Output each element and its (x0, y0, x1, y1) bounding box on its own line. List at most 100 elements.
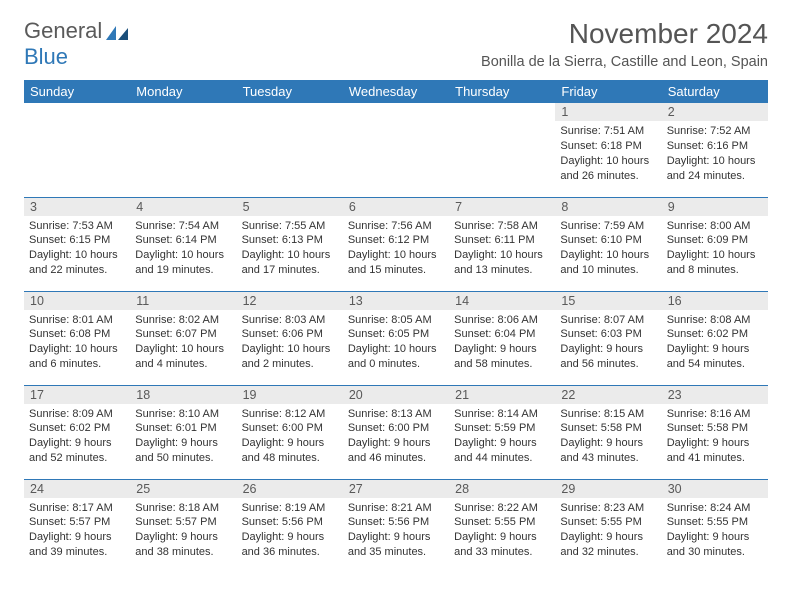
day-number: 19 (237, 386, 343, 404)
daylight-line-2: and 38 minutes. (135, 545, 231, 560)
sunset-line: Sunset: 6:08 PM (29, 327, 125, 342)
calendar-day-cell: 29Sunrise: 8:23 AMSunset: 5:55 PMDayligh… (555, 479, 661, 573)
daylight-line-2: and 22 minutes. (29, 263, 125, 278)
daylight-line-2: and 41 minutes. (667, 451, 763, 466)
sunrise-line: Sunrise: 8:12 AM (242, 407, 338, 422)
calendar-day-cell: 17Sunrise: 8:09 AMSunset: 6:02 PMDayligh… (24, 385, 130, 479)
sunset-line: Sunset: 6:07 PM (135, 327, 231, 342)
day-number: 7 (449, 198, 555, 216)
day-info: Sunrise: 8:05 AMSunset: 6:05 PMDaylight:… (343, 310, 449, 375)
daylight-line-2: and 48 minutes. (242, 451, 338, 466)
day-info: Sunrise: 8:16 AMSunset: 5:58 PMDaylight:… (662, 404, 768, 469)
sunset-line: Sunset: 6:00 PM (242, 421, 338, 436)
sunset-line: Sunset: 5:58 PM (560, 421, 656, 436)
sunset-line: Sunset: 6:15 PM (29, 233, 125, 248)
calendar-week-row: 1Sunrise: 7:51 AMSunset: 6:18 PMDaylight… (24, 103, 768, 197)
logo-text-2: Blue (24, 44, 768, 70)
weekday-header: Friday (555, 80, 661, 103)
calendar-day-cell: 18Sunrise: 8:10 AMSunset: 6:01 PMDayligh… (130, 385, 236, 479)
day-number: 15 (555, 292, 661, 310)
sunrise-line: Sunrise: 8:00 AM (667, 219, 763, 234)
daylight-line-2: and 17 minutes. (242, 263, 338, 278)
calendar-day-cell: 13Sunrise: 8:05 AMSunset: 6:05 PMDayligh… (343, 291, 449, 385)
daylight-line-1: Daylight: 9 hours (135, 436, 231, 451)
daylight-line-1: Daylight: 10 hours (667, 154, 763, 169)
weekday-header: Wednesday (343, 80, 449, 103)
calendar-day-cell: 2Sunrise: 7:52 AMSunset: 6:16 PMDaylight… (662, 103, 768, 197)
calendar-week-row: 10Sunrise: 8:01 AMSunset: 6:08 PMDayligh… (24, 291, 768, 385)
calendar-day-cell: 26Sunrise: 8:19 AMSunset: 5:56 PMDayligh… (237, 479, 343, 573)
sunset-line: Sunset: 6:00 PM (348, 421, 444, 436)
sunrise-line: Sunrise: 8:05 AM (348, 313, 444, 328)
daylight-line-1: Daylight: 9 hours (560, 436, 656, 451)
daylight-line-2: and 33 minutes. (454, 545, 550, 560)
day-info: Sunrise: 7:54 AMSunset: 6:14 PMDaylight:… (130, 216, 236, 281)
sunset-line: Sunset: 6:09 PM (667, 233, 763, 248)
sunrise-line: Sunrise: 8:06 AM (454, 313, 550, 328)
sunset-line: Sunset: 6:16 PM (667, 139, 763, 154)
daylight-line-1: Daylight: 10 hours (348, 342, 444, 357)
calendar-day-cell: 25Sunrise: 8:18 AMSunset: 5:57 PMDayligh… (130, 479, 236, 573)
day-info: Sunrise: 8:13 AMSunset: 6:00 PMDaylight:… (343, 404, 449, 469)
day-number: 21 (449, 386, 555, 404)
daylight-line-2: and 0 minutes. (348, 357, 444, 372)
daylight-line-1: Daylight: 9 hours (454, 436, 550, 451)
calendar-day-cell (24, 103, 130, 197)
day-info: Sunrise: 8:18 AMSunset: 5:57 PMDaylight:… (130, 498, 236, 563)
daylight-line-1: Daylight: 9 hours (560, 530, 656, 545)
day-info: Sunrise: 8:02 AMSunset: 6:07 PMDaylight:… (130, 310, 236, 375)
daylight-line-2: and 13 minutes. (454, 263, 550, 278)
sunrise-line: Sunrise: 8:14 AM (454, 407, 550, 422)
day-number (130, 103, 236, 121)
calendar-day-cell: 16Sunrise: 8:08 AMSunset: 6:02 PMDayligh… (662, 291, 768, 385)
sunrise-line: Sunrise: 8:09 AM (29, 407, 125, 422)
day-number (343, 103, 449, 121)
daylight-line-2: and 8 minutes. (667, 263, 763, 278)
daylight-line-1: Daylight: 9 hours (560, 342, 656, 357)
sunrise-line: Sunrise: 8:21 AM (348, 501, 444, 516)
sunset-line: Sunset: 6:02 PM (667, 327, 763, 342)
daylight-line-2: and 15 minutes. (348, 263, 444, 278)
weekday-header: Thursday (449, 80, 555, 103)
daylight-line-2: and 43 minutes. (560, 451, 656, 466)
day-info: Sunrise: 8:03 AMSunset: 6:06 PMDaylight:… (237, 310, 343, 375)
day-number: 28 (449, 480, 555, 498)
calendar-week-row: 17Sunrise: 8:09 AMSunset: 6:02 PMDayligh… (24, 385, 768, 479)
calendar-day-cell: 8Sunrise: 7:59 AMSunset: 6:10 PMDaylight… (555, 197, 661, 291)
daylight-line-1: Daylight: 9 hours (667, 436, 763, 451)
daylight-line-2: and 4 minutes. (135, 357, 231, 372)
calendar-day-cell: 23Sunrise: 8:16 AMSunset: 5:58 PMDayligh… (662, 385, 768, 479)
daylight-line-1: Daylight: 9 hours (29, 436, 125, 451)
weekday-header: Saturday (662, 80, 768, 103)
daylight-line-1: Daylight: 9 hours (348, 436, 444, 451)
calendar-week-row: 24Sunrise: 8:17 AMSunset: 5:57 PMDayligh… (24, 479, 768, 573)
day-number: 10 (24, 292, 130, 310)
daylight-line-1: Daylight: 9 hours (29, 530, 125, 545)
calendar-table: SundayMondayTuesdayWednesdayThursdayFrid… (24, 80, 768, 573)
logo-sail-icon (104, 22, 130, 40)
day-info: Sunrise: 8:23 AMSunset: 5:55 PMDaylight:… (555, 498, 661, 563)
sunset-line: Sunset: 6:03 PM (560, 327, 656, 342)
day-info: Sunrise: 7:55 AMSunset: 6:13 PMDaylight:… (237, 216, 343, 281)
day-info: Sunrise: 8:01 AMSunset: 6:08 PMDaylight:… (24, 310, 130, 375)
day-number: 5 (237, 198, 343, 216)
sunrise-line: Sunrise: 8:18 AM (135, 501, 231, 516)
sunset-line: Sunset: 5:56 PM (348, 515, 444, 530)
sunrise-line: Sunrise: 8:22 AM (454, 501, 550, 516)
daylight-line-1: Daylight: 10 hours (242, 248, 338, 263)
daylight-line-2: and 46 minutes. (348, 451, 444, 466)
day-number: 3 (24, 198, 130, 216)
sunrise-line: Sunrise: 7:56 AM (348, 219, 444, 234)
sunrise-line: Sunrise: 8:19 AM (242, 501, 338, 516)
daylight-line-1: Daylight: 9 hours (242, 530, 338, 545)
day-number: 6 (343, 198, 449, 216)
calendar-day-cell: 7Sunrise: 7:58 AMSunset: 6:11 PMDaylight… (449, 197, 555, 291)
calendar-day-cell: 28Sunrise: 8:22 AMSunset: 5:55 PMDayligh… (449, 479, 555, 573)
daylight-line-1: Daylight: 10 hours (667, 248, 763, 263)
daylight-line-1: Daylight: 9 hours (348, 530, 444, 545)
sunrise-line: Sunrise: 8:03 AM (242, 313, 338, 328)
sunrise-line: Sunrise: 7:53 AM (29, 219, 125, 234)
day-info: Sunrise: 8:21 AMSunset: 5:56 PMDaylight:… (343, 498, 449, 563)
day-number: 8 (555, 198, 661, 216)
day-number: 13 (343, 292, 449, 310)
